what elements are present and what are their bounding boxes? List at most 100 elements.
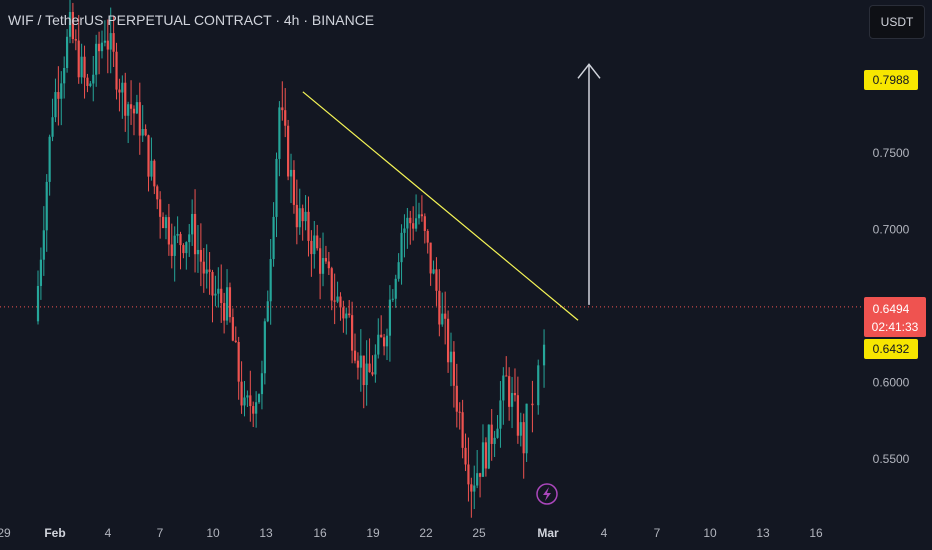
candle: [292, 160, 296, 214]
candle: [77, 15, 80, 84]
currency-button[interactable]: USDT: [869, 5, 925, 39]
candle: [484, 437, 487, 477]
candle: [382, 333, 386, 356]
candle: [351, 301, 354, 364]
candle: [83, 45, 86, 99]
candle: [377, 318, 380, 359]
candle: [153, 159, 156, 195]
candle: [406, 207, 409, 249]
candle: [307, 196, 310, 257]
candle: [414, 194, 418, 232]
candle: [234, 326, 237, 343]
candle: [464, 433, 467, 472]
candle: [63, 56, 66, 99]
candle: [359, 329, 362, 392]
candle: [249, 370, 252, 422]
candle: [36, 270, 40, 325]
x-tick-label: 13: [259, 526, 273, 540]
candle: [400, 224, 403, 285]
candle: [121, 75, 124, 119]
candle: [106, 19, 109, 74]
candle: [231, 308, 234, 342]
target-arrow[interactable]: [577, 63, 601, 305]
candle: [196, 224, 200, 273]
candle: [429, 242, 432, 286]
candle: [223, 292, 226, 334]
candle: [86, 73, 89, 93]
x-tick-label: 7: [654, 526, 661, 540]
x-tick-label: 10: [206, 526, 220, 540]
candle: [330, 266, 333, 311]
x-tick-label: 16: [809, 526, 823, 540]
candle: [214, 275, 217, 307]
candle: [313, 220, 316, 269]
candle: [496, 415, 499, 439]
candle: [525, 403, 528, 462]
candle: [449, 332, 453, 387]
candle: [74, 29, 77, 51]
candle: [478, 472, 482, 498]
candle: [513, 368, 517, 402]
candle: [164, 214, 168, 240]
candle: [388, 285, 392, 362]
alert-icon[interactable]: [536, 483, 558, 505]
candle: [208, 252, 211, 295]
candle: [473, 465, 476, 510]
svg-text:0.7988: 0.7988: [873, 73, 910, 87]
svg-text:0.6432: 0.6432: [873, 342, 910, 356]
candle: [336, 281, 339, 304]
candle: [510, 376, 514, 429]
descending-trendline[interactable]: [302, 91, 579, 321]
candle: [260, 360, 264, 410]
x-tick-label: 4: [601, 526, 608, 540]
candle: [310, 230, 313, 277]
candle: [461, 399, 464, 459]
candle: [353, 333, 357, 364]
candle: [348, 300, 351, 318]
candle: [505, 356, 508, 377]
candle: [109, 7, 112, 74]
candle: [467, 437, 470, 502]
candle: [345, 307, 348, 335]
candle: [68, 0, 72, 44]
candle: [420, 195, 424, 222]
candle: [135, 94, 138, 115]
candle: [243, 381, 246, 417]
candle: [319, 237, 322, 300]
x-tick-label: 13: [756, 526, 770, 540]
candle: [426, 229, 429, 254]
candle: [508, 367, 511, 421]
candle: [92, 56, 95, 102]
candle: [115, 42, 118, 100]
candle: [156, 184, 159, 210]
candle: [255, 391, 258, 428]
candle: [516, 376, 519, 444]
candle: [257, 393, 261, 404]
candle: [48, 134, 51, 196]
candle: [182, 243, 185, 259]
candle: [537, 359, 540, 415]
candles-layer: [36, 0, 546, 518]
candle: [205, 244, 208, 289]
candle: [211, 269, 214, 323]
candle: [112, 15, 115, 68]
candle: [368, 338, 371, 373]
candle: [60, 71, 63, 126]
candle: [391, 289, 394, 302]
candle: [266, 290, 269, 323]
x-tick-label: Feb: [44, 526, 65, 540]
candle: [269, 238, 272, 325]
candle: [490, 409, 493, 461]
candle: [129, 80, 133, 125]
y-tick-label: 0.7000: [873, 223, 910, 237]
candle: [499, 381, 502, 448]
x-tick-label: 19: [366, 526, 380, 540]
candle: [403, 214, 406, 258]
candle: [321, 232, 325, 287]
candle: [281, 81, 284, 121]
x-tick-label: 22: [419, 526, 433, 540]
candle: [57, 66, 60, 126]
candle: [103, 20, 106, 47]
candle: [417, 202, 421, 225]
